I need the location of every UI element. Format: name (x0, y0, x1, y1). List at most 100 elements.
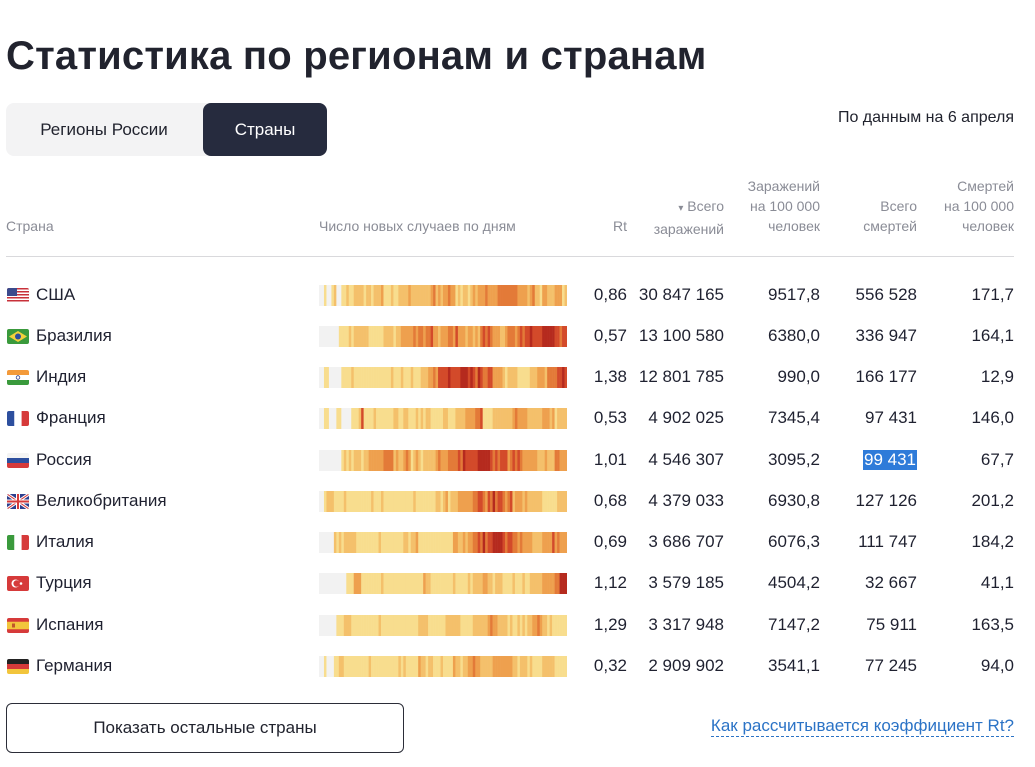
heat-cell (319, 285, 322, 306)
heat-cell (547, 615, 550, 636)
heat-cell (534, 367, 538, 388)
table-row[interactable]: Россия 1,01 4 546 307 3095,2 99 431 67,7 (0, 439, 1035, 480)
heat-cell (321, 491, 325, 512)
table-row[interactable]: США 0,86 30 847 165 9517,8 556 528 171,7 (0, 274, 1035, 315)
heat-cell (524, 573, 528, 594)
heat-cell (353, 285, 357, 306)
heat-cell (376, 491, 379, 512)
heat-cell (549, 326, 553, 347)
daily-cases-heatmap (319, 285, 568, 306)
heat-cell (319, 367, 322, 388)
heat-cell (519, 326, 523, 347)
rt-value: 1,12 (593, 573, 627, 592)
heat-cell (323, 656, 327, 677)
heat-cell (472, 367, 476, 388)
rt-explanation-link[interactable]: Как рассчитывается коэффициент Rt? (710, 716, 1014, 737)
heat-cell (415, 450, 419, 471)
header-country[interactable]: Страна (6, 218, 54, 234)
heat-cell (428, 408, 431, 429)
heat-cell (376, 408, 379, 429)
heat-cell (430, 615, 434, 636)
heat-cell (547, 367, 550, 388)
heat-cell (495, 532, 498, 553)
heat-cell (368, 408, 372, 429)
table-row[interactable]: Италия 0,69 3 686 707 6076,3 111 747 184… (0, 521, 1035, 562)
header-deaths-per-100k[interactable]: Смертей на 100 000 человек (944, 176, 1014, 236)
table-row[interactable]: Бразилия 0,57 13 100 580 6380,0 336 947 … (0, 315, 1035, 356)
heat-cell (492, 656, 496, 677)
heat-cell (338, 450, 342, 471)
heat-cell (480, 367, 483, 388)
heat-cell (467, 491, 471, 512)
heat-cell (517, 615, 521, 636)
heat-cell (487, 285, 491, 306)
heat-cell (485, 532, 488, 553)
heat-cell (420, 656, 424, 677)
heat-cell (552, 367, 555, 388)
heat-cell (400, 285, 404, 306)
heat-cell (557, 367, 560, 388)
rt-value: 0,57 (593, 326, 627, 345)
header-total-deaths[interactable]: Всего смертей (863, 196, 917, 236)
heat-cell (423, 326, 426, 347)
heat-cell (490, 285, 493, 306)
table-row[interactable]: Великобритания 0,68 4 379 033 6930,8 127… (0, 480, 1035, 521)
heat-cell (388, 326, 392, 347)
heatmap-svg (319, 326, 568, 347)
heat-cell (338, 408, 342, 429)
heat-cell (445, 615, 449, 636)
heat-cell (507, 491, 511, 512)
tab-countries[interactable]: Страны (203, 103, 327, 156)
heat-cell (418, 656, 421, 677)
heat-cell (351, 450, 355, 471)
heat-cell (331, 408, 335, 429)
heat-cell (472, 285, 476, 306)
heat-cell (447, 491, 451, 512)
heat-cell (418, 367, 421, 388)
header-cases-per-100k[interactable]: Заражений на 100 000 человек (748, 176, 820, 236)
heat-cell (490, 573, 493, 594)
table-row[interactable]: Турция 1,12 3 579 185 4504,2 32 667 41,1 (0, 562, 1035, 603)
heat-cell (398, 285, 402, 306)
tab-russia-regions[interactable]: Регионы России (40, 120, 168, 139)
show-more-countries-button[interactable]: Показать остальные страны (6, 703, 404, 753)
heat-cell (507, 408, 511, 429)
heat-cell (512, 573, 516, 594)
heat-cell (331, 532, 335, 553)
heat-cell (490, 450, 493, 471)
heat-cell (497, 450, 501, 471)
heat-cell (534, 326, 538, 347)
heat-cell (326, 450, 330, 471)
heat-cell (527, 532, 531, 553)
heat-cell (527, 408, 531, 429)
heat-cell (502, 450, 506, 471)
header-rt[interactable]: Rt (613, 218, 627, 234)
heat-cell (326, 656, 330, 677)
heat-cell (509, 326, 513, 347)
heat-cell (509, 367, 513, 388)
table-row[interactable]: Германия 0,32 2 909 902 3541,1 77 245 94… (0, 645, 1035, 686)
rt-value: 1,01 (593, 450, 627, 469)
table-row[interactable]: Индия 1,38 12 801 785 990,0 166 177 12,9 (0, 356, 1035, 397)
heat-cell (366, 450, 369, 471)
heat-cell (346, 615, 350, 636)
heat-cell (529, 615, 533, 636)
heat-cell (336, 367, 340, 388)
heat-cell (433, 615, 436, 636)
table-row[interactable]: Испания 1,29 3 317 948 7147,2 75 911 163… (0, 604, 1035, 645)
heat-cell (376, 326, 379, 347)
heat-cell (348, 491, 352, 512)
heat-cell (366, 326, 369, 347)
heat-cell (507, 532, 511, 553)
heat-cell (363, 450, 367, 471)
heat-cell (507, 615, 511, 636)
table-row[interactable]: Франция 0,53 4 902 025 7345,4 97 431 146… (0, 397, 1035, 438)
heat-cell (328, 450, 332, 471)
heat-cell (398, 615, 402, 636)
header-total-cases[interactable]: ▾ Всего заражений (654, 196, 724, 239)
heat-cell (415, 285, 419, 306)
heat-cell (472, 532, 476, 553)
heat-cell (331, 615, 335, 636)
heat-cell (331, 450, 335, 471)
heat-cell (400, 450, 404, 471)
